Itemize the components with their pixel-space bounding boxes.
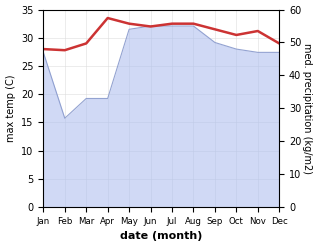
X-axis label: date (month): date (month)	[120, 231, 203, 242]
Y-axis label: max temp (C): max temp (C)	[5, 75, 16, 142]
Y-axis label: med. precipitation (kg/m2): med. precipitation (kg/m2)	[302, 43, 313, 174]
